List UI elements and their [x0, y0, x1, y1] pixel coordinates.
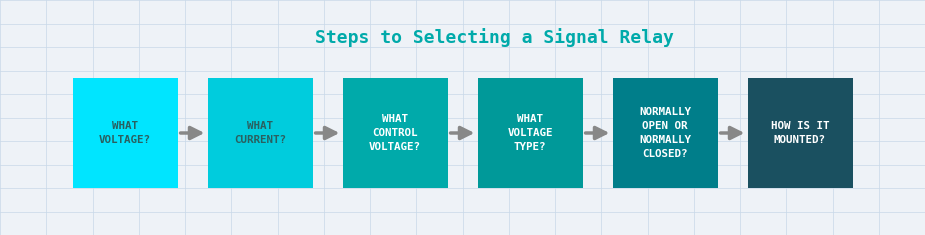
Text: WHAT
CONTROL
VOLTAGE?: WHAT CONTROL VOLTAGE?	[369, 114, 421, 152]
Text: WHAT
VOLTAGE
TYPE?: WHAT VOLTAGE TYPE?	[507, 114, 553, 152]
FancyBboxPatch shape	[747, 78, 853, 188]
FancyBboxPatch shape	[477, 78, 583, 188]
Text: WHAT
VOLTAGE?: WHAT VOLTAGE?	[99, 121, 151, 145]
Text: NORMALLY
OPEN OR
NORMALLY
CLOSED?: NORMALLY OPEN OR NORMALLY CLOSED?	[639, 107, 691, 159]
FancyBboxPatch shape	[72, 78, 178, 188]
FancyBboxPatch shape	[612, 78, 718, 188]
Text: Steps to Selecting a Signal Relay: Steps to Selecting a Signal Relay	[315, 28, 674, 47]
FancyBboxPatch shape	[207, 78, 313, 188]
Text: HOW IS IT
MOUNTED?: HOW IS IT MOUNTED?	[771, 121, 829, 145]
Text: WHAT
CURRENT?: WHAT CURRENT?	[234, 121, 286, 145]
FancyBboxPatch shape	[342, 78, 448, 188]
